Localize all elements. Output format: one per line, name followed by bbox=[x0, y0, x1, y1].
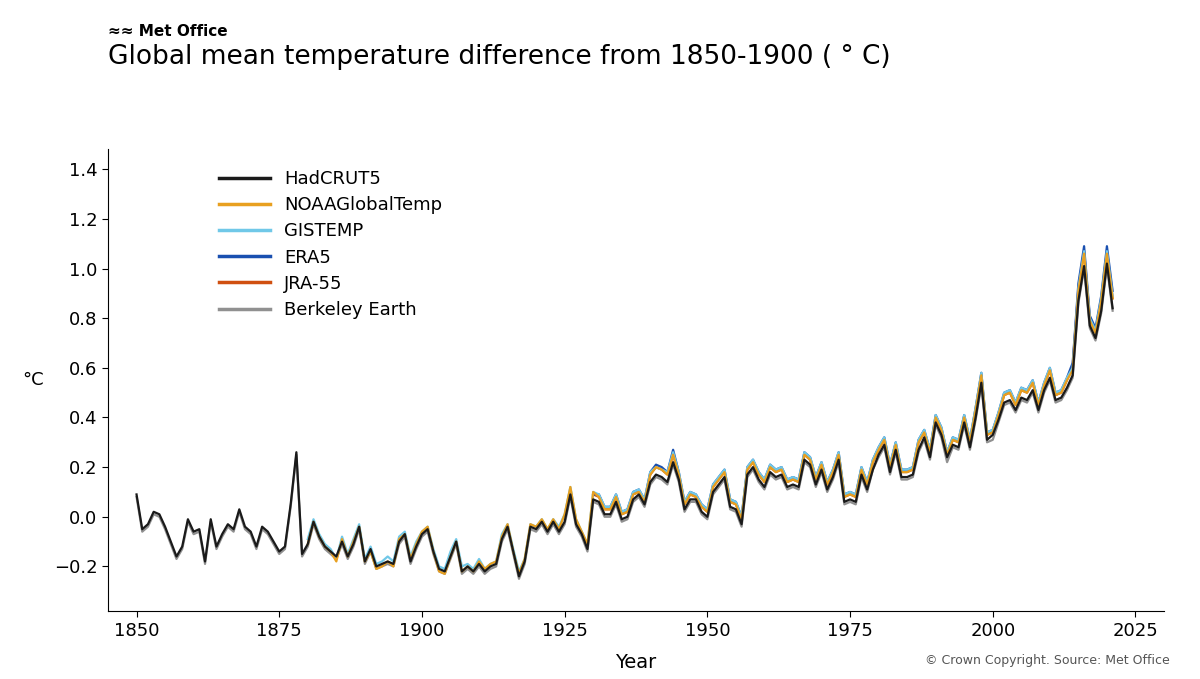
Legend: HadCRUT5, NOAAGlobalTemp, GISTEMP, ERA5, JRA-55, Berkeley Earth: HadCRUT5, NOAAGlobalTemp, GISTEMP, ERA5,… bbox=[212, 163, 450, 326]
Y-axis label: °C: °C bbox=[23, 371, 44, 389]
Text: © Crown Copyright. Source: Met Office: © Crown Copyright. Source: Met Office bbox=[925, 654, 1170, 667]
Text: Global mean temperature difference from 1850-1900 ( ° C): Global mean temperature difference from … bbox=[108, 44, 890, 70]
X-axis label: Year: Year bbox=[616, 653, 656, 672]
Text: ≈≈ Met Office: ≈≈ Met Office bbox=[108, 24, 228, 39]
